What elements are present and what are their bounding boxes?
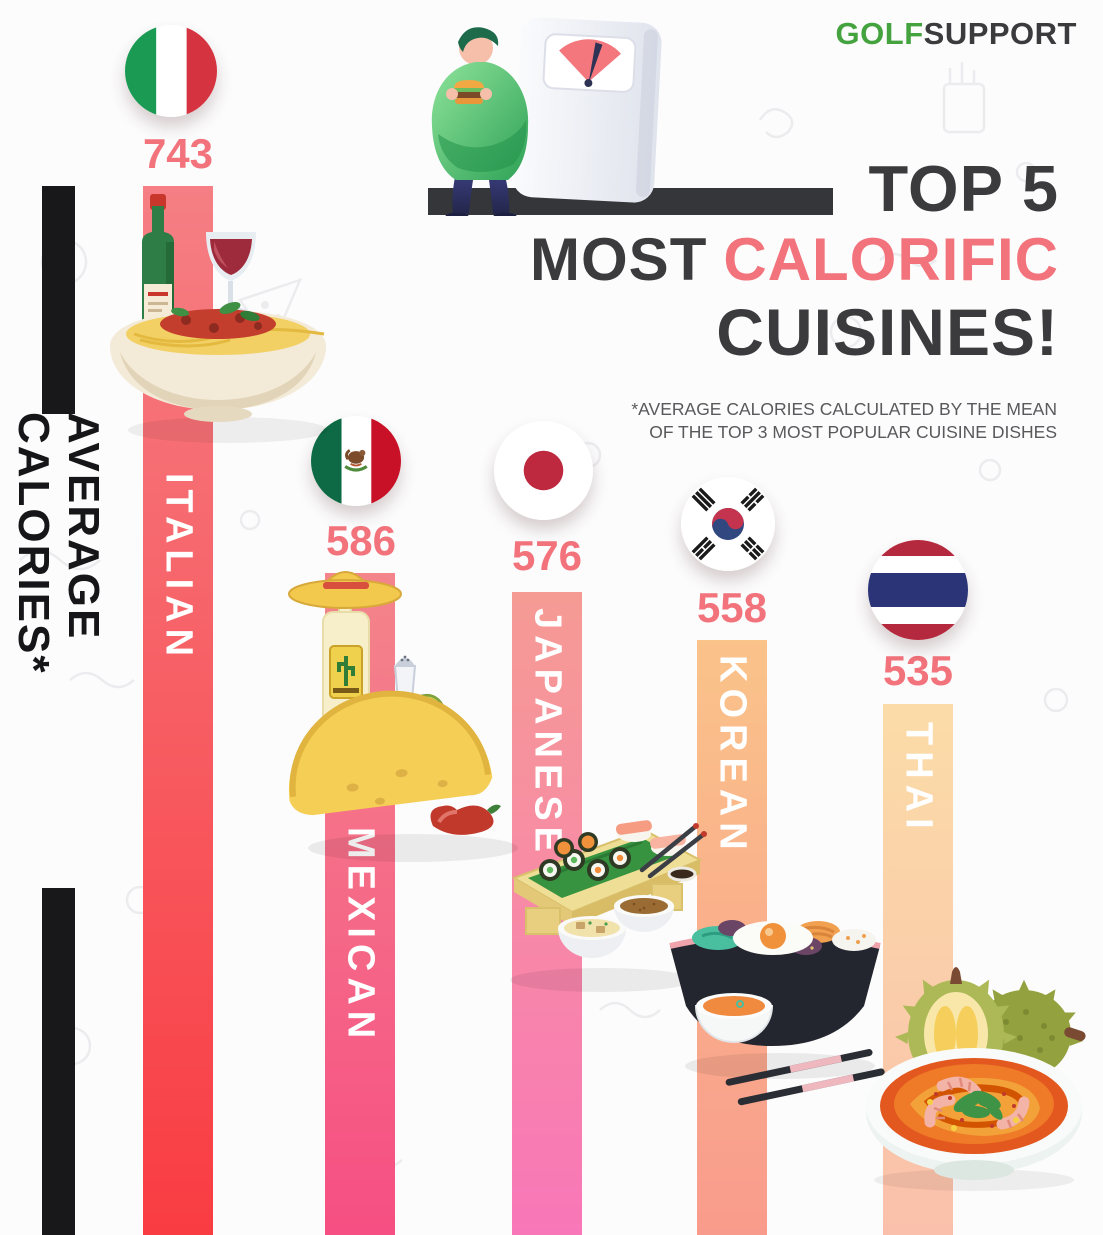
- bar-label-mexican: MEXICAN: [339, 827, 382, 1045]
- title-cuisines: CUISINES!: [716, 295, 1059, 369]
- calorie-value-korean: 558: [696, 584, 768, 631]
- mexican-food-icon: [288, 571, 518, 862]
- y-axis-bar-bottom: [42, 888, 75, 1235]
- overweight-person-and-scale-illustration: [431, 17, 662, 216]
- japan-flag-icon: [494, 421, 593, 520]
- mexico-eagle-emblem: [344, 449, 368, 472]
- bar-label-italian: ITALIAN: [157, 473, 200, 663]
- maki-rolls: [539, 832, 631, 881]
- sombrero: [288, 571, 402, 609]
- tom-yum-bowl: [866, 1048, 1082, 1180]
- footnote: *AVERAGE CALORIES CALCULATED BY THE MEAN…: [631, 398, 1057, 444]
- mint-leaves: [953, 1090, 1003, 1120]
- italy-flag-icon: [125, 25, 217, 117]
- calorie-value-mexican: 586: [325, 517, 397, 564]
- taegeuk-symbol: [712, 508, 744, 540]
- calorie-value-japanese: 576: [511, 532, 583, 579]
- golfsupport-logo: GOLFSUPPORT: [836, 16, 1077, 52]
- wine-glass: [206, 232, 256, 317]
- bibimbap-bowl: [669, 920, 881, 1046]
- spaghetti-bowl: [110, 301, 326, 422]
- bar-label-thai: THAI: [897, 722, 940, 835]
- bar-label-japanese: JAPANESE: [526, 608, 569, 859]
- sauce-bowl: [614, 895, 674, 932]
- overweight-person-icon: [431, 27, 529, 216]
- south-korea-flag-icon: [681, 477, 775, 571]
- thai-food-icon: [866, 967, 1086, 1191]
- logo-support: SUPPORT: [923, 16, 1077, 51]
- page-title: TOP 5 MOST CALORIFIC CUISINES!: [530, 156, 1059, 365]
- chilli-pepper: [430, 804, 501, 835]
- trigrams: [691, 487, 765, 561]
- footnote-line2: OF THE TOP 3 MOST POPULAR CUISINE DISHES: [649, 422, 1057, 443]
- title-calorific: CALORIFIC: [723, 226, 1059, 293]
- title-most: MOST: [530, 226, 708, 293]
- soy-dish: [667, 866, 697, 882]
- y-axis-bar-top: [42, 186, 75, 414]
- calorie-value-italian: 743: [142, 130, 214, 177]
- korean-food-icon: [669, 920, 885, 1106]
- logo-golf: GOLF: [835, 16, 924, 51]
- title-top5: TOP 5: [868, 152, 1059, 225]
- chopsticks: [725, 1049, 885, 1106]
- footnote-line1: *AVERAGE CALORIES CALCULATED BY THE MEAN: [631, 399, 1057, 419]
- title-most-calorific: MOST CALORIFIC: [530, 230, 1059, 290]
- soup-bowl: [694, 993, 774, 1043]
- japanese-food-icon: [510, 820, 707, 992]
- calorie-value-thai: 535: [882, 647, 954, 694]
- weighing-scale-icon: [512, 17, 662, 203]
- thailand-flag-icon: [868, 540, 968, 640]
- miso-soup-bowl: [558, 916, 626, 958]
- taco: [288, 690, 493, 816]
- chopsticks: [639, 823, 707, 879]
- bar-label-korean: KOREAN: [711, 655, 754, 856]
- y-axis-label: AVERAGE CALORIES*: [9, 412, 108, 675]
- italian-food-icon: [110, 194, 328, 443]
